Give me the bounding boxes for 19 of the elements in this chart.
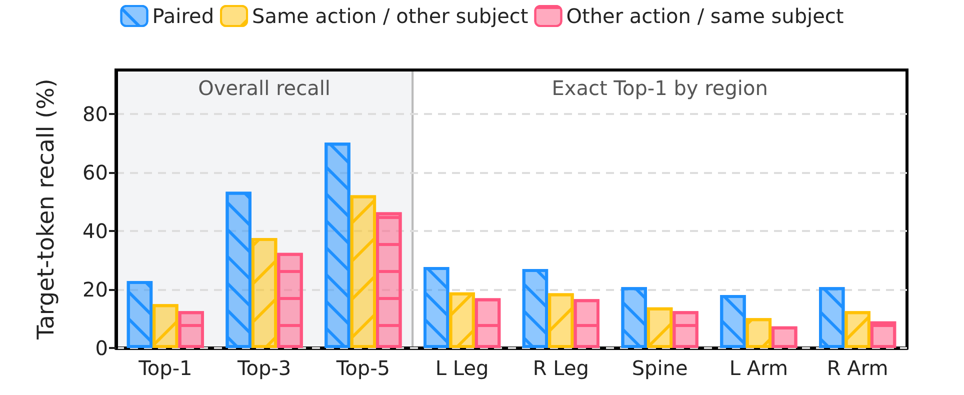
x-tick-label: R Leg <box>532 356 589 380</box>
y-tick-label: 40 <box>82 218 108 243</box>
y-tick-label: 80 <box>82 102 108 126</box>
x-tick-label: Top-3 <box>236 356 292 380</box>
y-axis-title: Target-token recall (%) <box>34 78 60 340</box>
y-tick-label: 0 <box>95 336 108 360</box>
y-tick-label: 60 <box>82 160 108 184</box>
legend-label: Other action / same subject <box>566 4 844 28</box>
band-label: Overall recall <box>198 76 330 100</box>
x-tick-label: R Arm <box>826 356 888 380</box>
x-tick-label: Top-5 <box>335 356 390 380</box>
x-tick-label: L Arm <box>729 356 788 380</box>
x-tick-label: L Leg <box>435 356 489 380</box>
x-tick-label: Spine <box>632 356 688 380</box>
legend-label: Same action / other subject <box>252 4 528 28</box>
legend-label: Paired <box>152 4 214 28</box>
y-tick-label: 20 <box>82 277 108 302</box>
band-label: Exact Top-1 by region <box>552 76 768 100</box>
x-tick-label: Top-1 <box>138 356 192 380</box>
